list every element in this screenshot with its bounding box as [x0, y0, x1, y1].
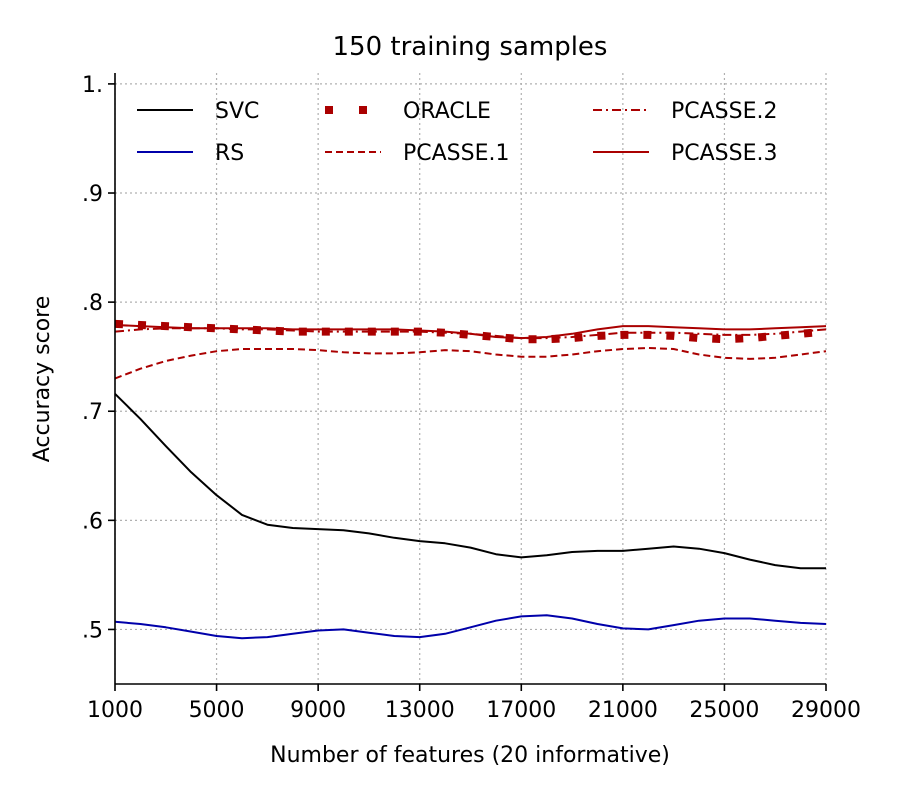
series-line-svc	[114, 393, 826, 570]
legend-label-pcasse-3: PCASSE.3	[671, 141, 778, 166]
legend-label-oracle: ORACLE	[403, 99, 491, 124]
x-tick-label: 21000	[588, 698, 658, 723]
series-layer	[114, 319, 827, 640]
x-axis-label: Number of features (20 informative)	[270, 743, 670, 768]
x-tick-label: 29000	[791, 698, 861, 723]
series-line-pcasse-1	[114, 347, 827, 380]
legend-label-pcasse-2: PCASSE.2	[671, 99, 778, 124]
x-tick-label: 25000	[689, 698, 759, 723]
y-tick-label: .5	[82, 618, 103, 643]
y-tick-label: .8	[82, 291, 103, 316]
x-tick-label: 17000	[486, 698, 556, 723]
y-tick-label: .6	[82, 509, 103, 534]
x-tick-label: 13000	[385, 698, 455, 723]
axes-layer: 1000 5000 9000 13000 17000 21000 25000 29000 .5.…	[82, 73, 861, 723]
legend-label-pcasse-1: PCASSE.1	[403, 141, 510, 166]
legend-label-svc: SVC	[215, 99, 259, 124]
x-tick-label: 9000	[290, 698, 346, 723]
series-line-oracle	[114, 319, 827, 344]
x-tick-label: 1000	[87, 698, 143, 723]
legend-label-rs: RS	[215, 141, 244, 166]
y-tick-label: .9	[82, 182, 103, 207]
series-line-rs	[114, 614, 827, 640]
grid-layer	[114, 73, 827, 684]
legend: SVC RS ORACLE PCASSE.1 PCASSE.2 PCASSE.3	[137, 99, 778, 166]
x-tick-label: 5000	[189, 698, 245, 723]
y-tick-label: .7	[82, 400, 103, 425]
y-axis-label: Accuracy score	[30, 296, 55, 463]
y-tick-label: 1.	[82, 73, 103, 98]
chart-title: 150 training samples	[333, 32, 608, 62]
